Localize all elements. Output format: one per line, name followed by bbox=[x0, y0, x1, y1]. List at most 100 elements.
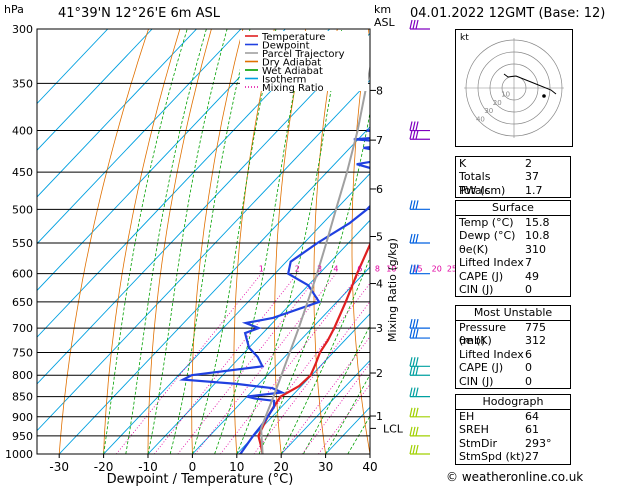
legend-entry: Temperature bbox=[261, 32, 325, 43]
hodograph-trace bbox=[503, 73, 557, 95]
row-value: 312 bbox=[525, 334, 546, 348]
hpa-axis-label: hPa bbox=[4, 3, 24, 16]
x-tick-label: 30 bbox=[318, 460, 333, 474]
table-row: CAPE (J) 0 bbox=[456, 361, 570, 374]
most-unstable-table: Most Unstable Pressure (mb) 775 θe (K) 312 L… bbox=[455, 305, 571, 389]
wind-barb-flag bbox=[415, 200, 419, 210]
wind-barb-flag bbox=[412, 130, 416, 140]
asl-axis-label: ASL bbox=[374, 16, 395, 29]
wind-barb-flag bbox=[415, 264, 419, 274]
wet-adiabat bbox=[125, 29, 207, 454]
row-value: 293° bbox=[525, 436, 552, 450]
legend-entry: Mixing Ratio bbox=[262, 83, 324, 94]
isotherm-line bbox=[58, 126, 370, 454]
row-value: 775 bbox=[525, 321, 546, 334]
mixing-ratio-line bbox=[177, 273, 320, 454]
isotherm-line bbox=[280, 359, 370, 454]
pressure-tick-label: 800 bbox=[12, 369, 33, 382]
wind-barb-flag bbox=[415, 233, 419, 244]
wind-barb-flag bbox=[409, 357, 413, 367]
wind-barb-flag bbox=[415, 328, 419, 339]
mixing-ratio-label: 2 bbox=[295, 265, 300, 274]
plot-area bbox=[37, 29, 459, 454]
legend-entry: Dewpoint bbox=[262, 41, 310, 52]
wind-barb-flag bbox=[415, 444, 419, 455]
wind-barb-flag bbox=[409, 426, 413, 437]
table-row: Lifted Index 7 bbox=[456, 256, 570, 269]
table-row: θe (K) 312 bbox=[456, 334, 570, 347]
x-tick-label: 0 bbox=[189, 460, 197, 474]
hodograph-ring-label: 30 bbox=[484, 107, 493, 115]
wind-barb-flag bbox=[412, 444, 416, 455]
wind-barb-flag bbox=[412, 387, 416, 397]
wind-barb-flag bbox=[412, 357, 416, 367]
row-key: K bbox=[459, 157, 467, 170]
legend-entry: Parcel Trajectory bbox=[262, 49, 345, 60]
wind-barb-flag bbox=[415, 426, 419, 437]
hodograph-panel: kt 10 20 30 40 bbox=[455, 29, 573, 147]
wind-barb-flag bbox=[415, 387, 419, 397]
mixing-ratio-label: 1 bbox=[259, 265, 264, 274]
wet-adiabat bbox=[325, 373, 370, 454]
dry-adiabat bbox=[147, 29, 212, 454]
wet-adiabat bbox=[258, 110, 370, 454]
isotherm-line bbox=[103, 172, 370, 454]
location-title: 41°39'N 12°26'E 6m ASL bbox=[58, 6, 220, 21]
wind-barb-flag bbox=[415, 357, 419, 367]
wind-barb-flag bbox=[412, 200, 416, 210]
row-key: EH bbox=[459, 410, 475, 423]
pressure-tick-label: 900 bbox=[12, 411, 33, 424]
indices-table: K 2 Totals Totals 37 PW (cm) 1.7 bbox=[455, 156, 571, 199]
wind-barb-flag bbox=[415, 407, 419, 417]
mixing-ratio-label: 10 bbox=[386, 265, 396, 274]
x-tick-label: -10 bbox=[138, 460, 158, 474]
legend-entry: Wet Adiabat bbox=[262, 66, 323, 77]
km-tick-label: 4 bbox=[376, 278, 383, 291]
wind-barb-flag bbox=[409, 130, 413, 140]
wind-barbs bbox=[409, 19, 430, 455]
wind-barb-flag bbox=[412, 407, 416, 417]
wind-barb-flag bbox=[412, 121, 416, 131]
row-key: Lifted Index bbox=[459, 347, 524, 361]
row-key: Dewp (°C) bbox=[459, 229, 516, 243]
mixing-ratio-label: 3 bbox=[317, 265, 322, 274]
mixing-ratio-line bbox=[238, 282, 370, 454]
isotherm-line bbox=[37, 79, 370, 432]
wet-adiabat bbox=[147, 29, 228, 454]
table-row: StmSpd (kt) 27 bbox=[456, 450, 570, 463]
pressure-tick-label: 500 bbox=[12, 203, 33, 216]
hodograph-ring-label: 10 bbox=[501, 90, 510, 98]
row-value: 27 bbox=[525, 450, 539, 464]
table-row: Dewp (°C) 10.8 bbox=[456, 229, 570, 242]
row-key: θe (K) bbox=[459, 334, 492, 348]
km-axis-label: km bbox=[374, 3, 392, 16]
wind-barb-flag bbox=[409, 121, 413, 131]
isotherm-line bbox=[192, 266, 370, 454]
dry-adiabat bbox=[58, 29, 149, 454]
profile-dewpoint bbox=[179, 129, 370, 454]
row-value: 310 bbox=[525, 242, 546, 256]
legend-entry: Isotherm bbox=[262, 75, 306, 86]
wind-barb-flag bbox=[409, 407, 413, 417]
dry-adiabat bbox=[425, 29, 459, 454]
table-row: Totals Totals 37 bbox=[456, 170, 570, 196]
isotherm-line bbox=[37, 29, 286, 292]
pressure-tick-label: 850 bbox=[12, 391, 33, 404]
row-key: Lifted Index bbox=[459, 256, 524, 270]
table-row: CIN (J) 0 bbox=[456, 375, 570, 388]
row-value: 2 bbox=[525, 157, 532, 170]
hodograph-unit-label: kt bbox=[460, 33, 469, 43]
row-value: 37 bbox=[525, 170, 539, 184]
pressure-tick-label: 300 bbox=[12, 23, 33, 36]
wind-barb-flag bbox=[409, 444, 413, 455]
row-value: 10.8 bbox=[525, 229, 550, 243]
profile-temperature bbox=[257, 241, 370, 454]
row-value: 6 bbox=[525, 347, 532, 361]
mixing-ratio-line bbox=[115, 273, 262, 454]
km-tick-label: 2 bbox=[376, 367, 383, 380]
pressure-tick-label: 650 bbox=[12, 296, 33, 309]
row-value: 0 bbox=[525, 282, 532, 296]
